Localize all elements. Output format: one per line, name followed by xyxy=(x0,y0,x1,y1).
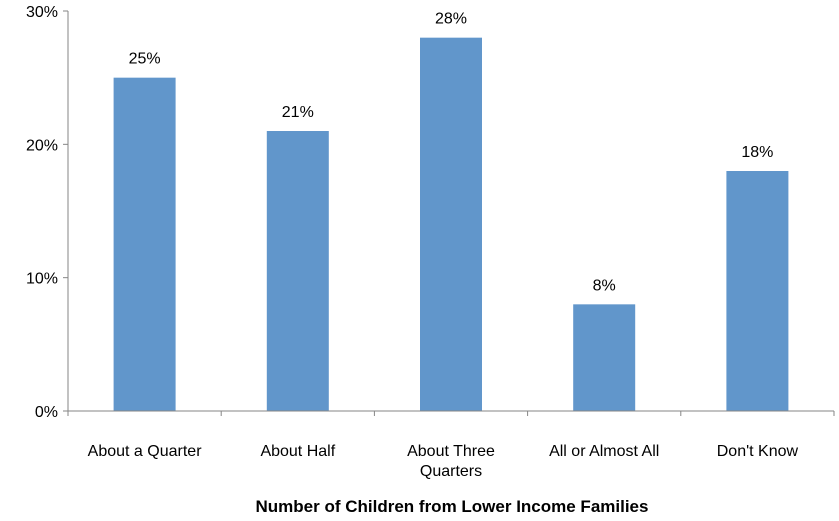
y-axis: 0% 10% 20% 30% xyxy=(26,4,69,421)
x-tick-label: Don't Know xyxy=(717,443,799,460)
data-label: 25% xyxy=(129,51,161,68)
x-tick-label: About a Quarter xyxy=(88,443,203,460)
x-tick-label: About Half xyxy=(260,443,335,460)
x-axis-title: Number of Children from Lower Income Fam… xyxy=(256,497,649,516)
data-label: 21% xyxy=(282,104,314,121)
x-tick-label: Quarters xyxy=(420,463,482,480)
y-tick-label: 10% xyxy=(26,271,58,288)
data-label: 8% xyxy=(593,277,616,294)
y-tick-label: 0% xyxy=(35,404,58,421)
x-tick-label: All or Almost All xyxy=(549,443,659,460)
bar xyxy=(113,77,176,412)
y-tick-label: 30% xyxy=(26,4,58,21)
bar xyxy=(726,171,789,411)
data-label: 18% xyxy=(741,144,773,161)
bars: 25% 21% 28% 8% 18% xyxy=(113,11,789,412)
y-tick-label: 20% xyxy=(26,137,58,154)
data-label: 28% xyxy=(435,11,467,28)
x-axis: About a Quarter About Half About Three Quar… xyxy=(67,410,835,480)
x-tick-label: About Three xyxy=(407,443,495,460)
bar xyxy=(420,37,482,412)
bar xyxy=(573,304,636,411)
bar xyxy=(266,131,329,411)
